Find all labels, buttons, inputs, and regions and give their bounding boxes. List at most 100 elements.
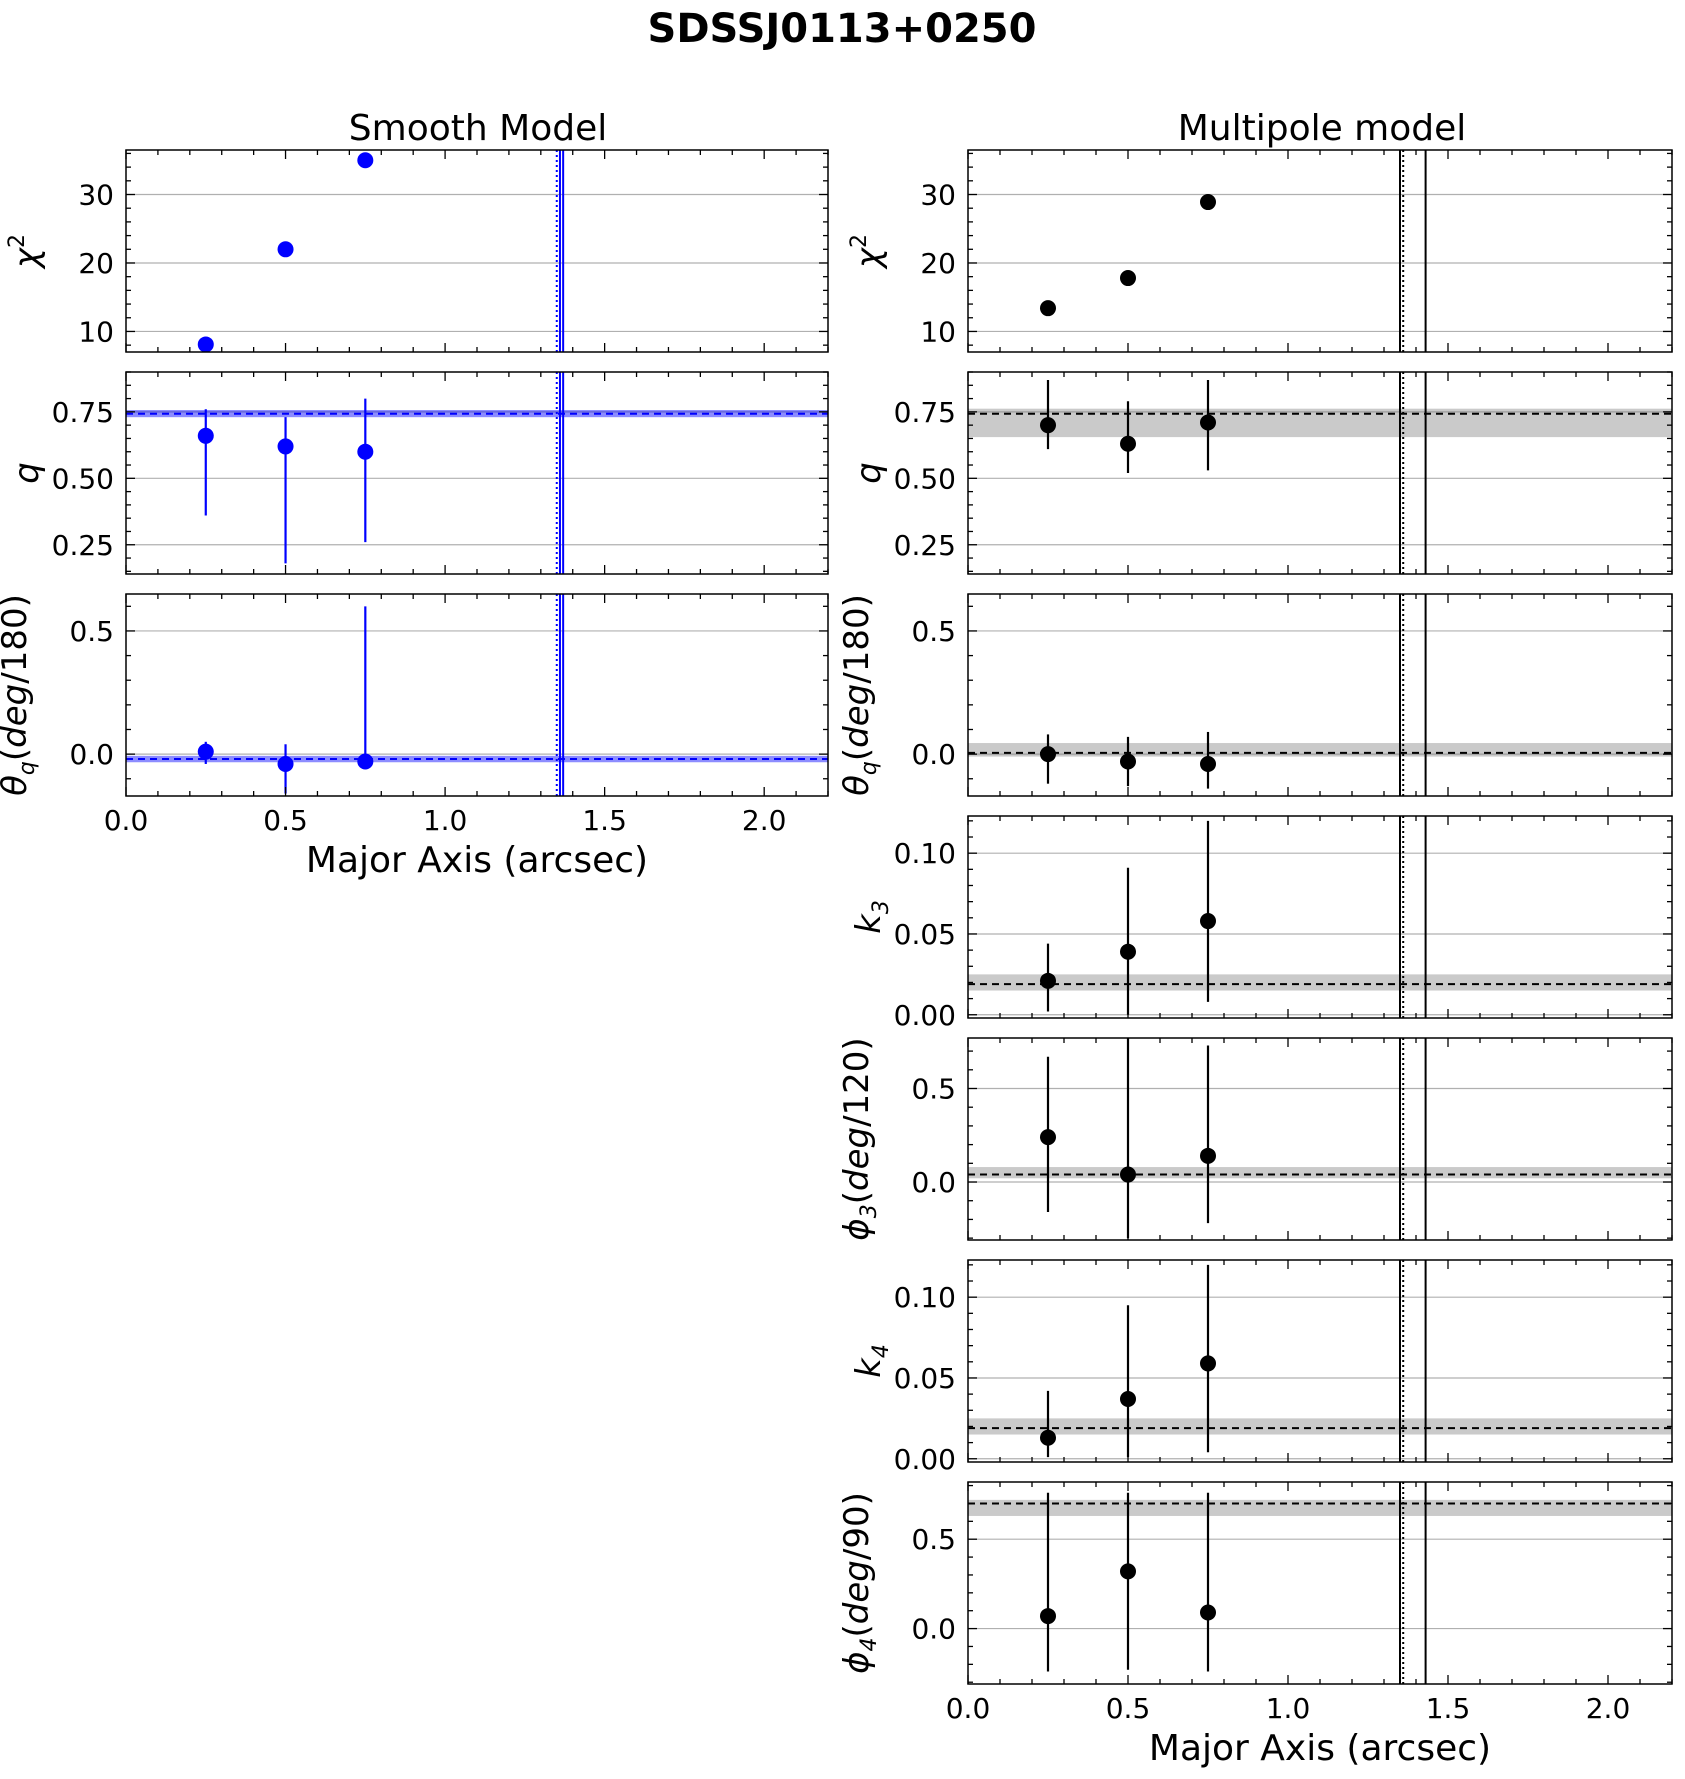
- smooth-q-frame: [125, 371, 829, 575]
- multipole-chi2-ytick-label: 30: [920, 179, 956, 212]
- multipole-q-ytick-label: 0.25: [894, 529, 956, 562]
- multipole-k3-point: [1120, 943, 1136, 960]
- smooth-chi2-ytick-label: 10: [78, 315, 114, 348]
- smooth-chi2-point: [277, 241, 294, 258]
- multipole-phi4-plot-area: [968, 1482, 1672, 1684]
- multipole-phi3-frame: [967, 1037, 1673, 1241]
- multipole-chi2-point: [1200, 194, 1216, 211]
- multipole-k3-ylabel: k3: [849, 900, 894, 934]
- smooth-column-title: Smooth Model: [349, 108, 607, 149]
- multipole-q-panel: 0.25 0.50 0.75 q: [849, 371, 1673, 575]
- multipole-theta_q-ref-band: [968, 743, 1672, 757]
- multipole-k4-point: [1200, 1355, 1216, 1372]
- multipole-phi4-xtick-label: 0.5: [1106, 1692, 1151, 1725]
- multipole-k4-ylabel: k4: [849, 1344, 894, 1378]
- multipole-k3-point: [1200, 913, 1216, 930]
- smooth-chi2-plot-area: [126, 150, 828, 352]
- multipole-q-ytick-label: 0.75: [894, 396, 956, 429]
- multipole-phi4-xtick-label: 1.0: [1266, 1692, 1311, 1725]
- multipole-k4-point: [1120, 1390, 1136, 1407]
- multipole-phi4-xlabel: Major Axis (arcsec): [1149, 1728, 1491, 1769]
- multipole-phi4-panel: 0.0 0.5 0.0 0.5 1.0 1.5 2.0 Major Axis (arcsec)…: [837, 1481, 1673, 1769]
- smooth-chi2-point: [357, 152, 374, 169]
- smooth-q-point: [197, 427, 214, 444]
- multipole-phi4-point: [1040, 1608, 1056, 1625]
- multipole-phi4-xtick-label: 2.0: [1586, 1692, 1631, 1725]
- smooth-theta_q-point: [357, 753, 374, 770]
- smooth-q-ytick-label: 0.75: [52, 396, 114, 429]
- multipole-phi4-xtick-label: 1.5: [1426, 1692, 1471, 1725]
- multipole-q-ylabel: q: [849, 462, 889, 484]
- panels: 10 20 30 χ2 0.25 0.50 0.75 q 0.0 0.5 0.0 0.5 1.0 1.5 2…: [0, 149, 1673, 1769]
- multipole-theta_q-ytick-label: 0.5: [911, 615, 956, 648]
- smooth-q-panel: 0.25 0.50 0.75 q: [7, 371, 829, 575]
- smooth-theta_q-point: [197, 743, 214, 760]
- multipole-phi3-ylabel: ϕ3(deg/120): [837, 1037, 882, 1240]
- smooth-q-ylabel: q: [7, 462, 47, 484]
- multipole-theta_q-plot-area: [968, 594, 1672, 796]
- multipole-k4-ytick-label: 0.05: [894, 1362, 956, 1395]
- multipole-column-title: Multipole model: [1178, 108, 1467, 149]
- smooth-chi2-frame: [125, 149, 829, 353]
- multipole-phi3-point: [1200, 1147, 1216, 1164]
- multipole-chi2-plot-area: [968, 150, 1672, 352]
- multipole-chi2-point: [1040, 300, 1056, 317]
- smooth-chi2-ytick-label: 20: [78, 247, 114, 280]
- multipole-k3-ytick-label: 0.00: [894, 999, 956, 1032]
- smooth-q-plot-area: [126, 372, 828, 574]
- multipole-chi2-panel: 10 20 30 χ2: [847, 149, 1673, 353]
- multipole-phi4-xtick-label: 0.0: [946, 1692, 991, 1725]
- multipole-k4-ytick-label: 0.00: [894, 1443, 956, 1476]
- multipole-q-point: [1120, 435, 1136, 452]
- smooth-theta_q-ytick-label: 0.0: [69, 738, 114, 771]
- smooth-theta_q-xtick-label: 1.5: [582, 804, 627, 837]
- smooth-theta_q-xtick-label: 2.0: [742, 804, 787, 837]
- multipole-theta_q-panel: 0.0 0.5 θq(deg/180): [837, 593, 1673, 797]
- smooth-theta_q-xtick-label: 0.5: [263, 804, 308, 837]
- multipole-chi2-frame: [967, 149, 1673, 353]
- multipole-q-frame: [967, 371, 1673, 575]
- multipole-phi3-point: [1040, 1129, 1056, 1146]
- smooth-theta_q-panel: 0.0 0.5 0.0 0.5 1.0 1.5 2.0 Major Axis (arcsec)…: [0, 593, 829, 881]
- multipole-phi4-ref-band: [968, 1499, 1672, 1516]
- multipole-q-ytick-label: 0.50: [894, 462, 956, 495]
- smooth-theta_q-xtick-label: 0.0: [104, 804, 149, 837]
- multipole-chi2-ytick-label: 20: [920, 247, 956, 280]
- multipole-phi4-ylabel: ϕ4(deg/90): [837, 1492, 882, 1674]
- smooth-theta_q-xtick-label: 1.0: [423, 804, 468, 837]
- multipole-theta_q-point: [1040, 746, 1056, 763]
- smooth-theta_q-xlabel: Major Axis (arcsec): [306, 840, 648, 881]
- multipole-k3-ref-band: [968, 974, 1672, 991]
- multipole-phi3-plot-area: [968, 1038, 1672, 1240]
- smooth-chi2-ytick-label: 30: [78, 179, 114, 212]
- multipole-theta_q-frame: [967, 593, 1673, 797]
- smooth-q-point: [277, 438, 294, 455]
- multipole-theta_q-ylabel: θq(deg/180): [837, 594, 882, 796]
- multipole-k3-ytick-label: 0.10: [894, 837, 956, 870]
- multipole-phi4-ytick-label: 0.5: [911, 1523, 956, 1556]
- multipole-phi3-panel: 0.0 0.5 ϕ3(deg/120): [837, 1037, 1673, 1241]
- multipole-phi3-point: [1120, 1166, 1136, 1183]
- smooth-theta_q-ytick-label: 0.5: [69, 615, 114, 648]
- multipole-q-point: [1040, 417, 1056, 434]
- multipole-q-point: [1200, 414, 1216, 431]
- multipole-k4-ytick-label: 0.10: [894, 1281, 956, 1314]
- multipole-phi3-ytick-label: 0.5: [911, 1073, 956, 1106]
- multipole-phi4-ytick-label: 0.0: [911, 1613, 956, 1646]
- multipole-k4-point: [1040, 1429, 1056, 1446]
- multipole-k3-plot-area: [968, 816, 1672, 1018]
- multipole-theta_q-point: [1120, 753, 1136, 770]
- smooth-chi2-point: [197, 336, 214, 352]
- multipole-phi4-point: [1120, 1563, 1136, 1580]
- multipole-k3-point: [1040, 972, 1056, 989]
- smooth-q-ytick-label: 0.25: [52, 529, 114, 562]
- smooth-theta_q-plot-area: [126, 594, 828, 796]
- multipole-chi2-ylabel: χ2: [847, 234, 889, 270]
- multipole-theta_q-point: [1200, 755, 1216, 772]
- smooth-q-ytick-label: 0.50: [52, 462, 114, 495]
- multipole-phi3-ref-band: [968, 1167, 1672, 1179]
- smooth-theta_q-frame: [125, 593, 829, 797]
